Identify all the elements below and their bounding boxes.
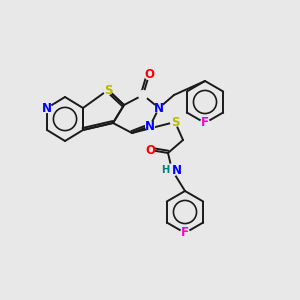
Text: N: N (42, 101, 52, 115)
Circle shape (145, 70, 153, 80)
Text: N: N (154, 101, 164, 115)
Text: F: F (201, 116, 209, 130)
Circle shape (103, 85, 112, 94)
Circle shape (154, 103, 164, 112)
Text: O: O (145, 143, 155, 157)
Circle shape (146, 122, 154, 130)
Text: N: N (172, 164, 182, 176)
Circle shape (139, 91, 147, 99)
Text: H: H (161, 165, 169, 175)
Text: N: N (145, 119, 155, 133)
Circle shape (166, 164, 178, 176)
Text: F: F (181, 226, 189, 239)
Circle shape (171, 118, 179, 126)
Text: O: O (144, 68, 154, 82)
Text: S: S (171, 116, 179, 128)
Circle shape (43, 103, 51, 112)
Circle shape (146, 146, 154, 154)
Circle shape (181, 229, 189, 237)
Circle shape (201, 118, 209, 127)
Text: S: S (104, 83, 112, 97)
